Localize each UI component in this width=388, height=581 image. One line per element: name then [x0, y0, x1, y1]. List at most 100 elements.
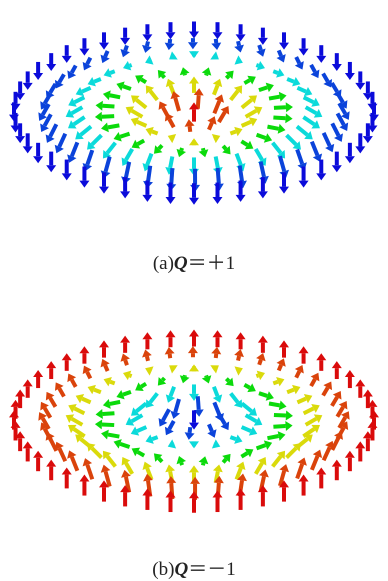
arrow-head	[316, 173, 326, 180]
spin-arrow	[257, 133, 273, 142]
spin-arrow	[256, 61, 265, 70]
spin-arrow	[269, 92, 287, 102]
arrow-shaft	[323, 388, 328, 396]
spin-arrow	[267, 431, 285, 441]
arrow-head	[166, 32, 176, 39]
arrow-head	[103, 399, 111, 409]
arrow-head	[33, 451, 43, 458]
arrow-shaft	[175, 98, 179, 111]
spin-arrow	[120, 45, 129, 57]
spin-arrow	[244, 76, 255, 85]
spin-arrow	[332, 152, 342, 173]
arrow-head	[142, 45, 152, 53]
spin-arrow	[273, 113, 292, 123]
spin-arrow	[126, 106, 143, 116]
arrow-shaft	[198, 396, 199, 410]
arrow-head	[285, 421, 292, 431]
arrow-head	[234, 55, 242, 64]
arrow-head	[62, 173, 72, 180]
arrow-head	[188, 346, 198, 353]
arrow-head	[212, 197, 222, 204]
spin-arrow	[126, 415, 143, 425]
caption-a: (a)Q＝＋1	[153, 253, 235, 274]
spin-arrow	[234, 41, 244, 52]
arrow-shaft	[214, 402, 219, 415]
arrow-shaft	[223, 146, 226, 149]
arrow-shaft	[87, 150, 92, 165]
arrow-head	[210, 51, 219, 59]
spin-arrow	[166, 330, 176, 347]
arrow-head	[169, 365, 178, 373]
spin-arrow	[116, 390, 130, 399]
arrow-shaft	[242, 403, 252, 411]
arrow-head	[236, 195, 246, 202]
arrow-shaft	[226, 379, 228, 381]
arrow-head	[142, 195, 152, 202]
spin-arrow	[210, 51, 219, 59]
spin-arrow	[67, 374, 76, 387]
arrow-shaft	[267, 127, 278, 129]
spin-arrow	[199, 148, 209, 157]
spin-arrow	[246, 106, 263, 116]
arrow-head	[62, 56, 72, 63]
spin-arrow	[225, 71, 233, 80]
arrow-head	[355, 441, 365, 448]
arrow-shaft	[171, 168, 172, 184]
arrow-shaft	[152, 437, 158, 439]
arrow-head	[236, 488, 246, 495]
arrow-shaft	[59, 74, 64, 82]
arrow-shaft	[130, 65, 132, 66]
arrow-shaft	[238, 356, 239, 361]
arrow-head	[345, 156, 355, 163]
arrow-shaft	[123, 86, 131, 89]
arrow-shaft	[257, 445, 266, 448]
arrow-head	[279, 92, 287, 102]
arrow-shaft	[297, 149, 302, 163]
spin-arrow	[46, 392, 56, 407]
arrow-head	[189, 465, 199, 472]
spin-arrow	[188, 38, 198, 49]
arrow-head	[332, 165, 342, 172]
arrow-shaft	[297, 88, 306, 92]
arrow-head	[120, 336, 130, 343]
arrow-shaft	[242, 122, 251, 126]
arrow-head	[212, 32, 222, 39]
arrow-head	[211, 43, 221, 51]
spin-arrow	[114, 132, 130, 141]
spin-arrow	[177, 148, 186, 157]
spin-arrow	[79, 475, 89, 496]
spin-arrow	[246, 415, 263, 425]
spin-arrow	[256, 353, 265, 365]
spin-arrow	[68, 97, 84, 106]
spin-arrow	[158, 377, 166, 386]
spin-arrow	[219, 414, 229, 430]
spin-arrow	[132, 448, 145, 457]
skyrmion-panel-b	[9, 330, 379, 513]
arrow-shaft	[242, 100, 252, 108]
spin-arrow	[158, 70, 166, 79]
spin-arrow	[146, 434, 158, 443]
arrow-shaft	[147, 356, 148, 361]
arrow-shaft	[170, 354, 171, 358]
arrow-shaft	[241, 453, 247, 457]
spin-arrow	[199, 456, 209, 465]
arrow-head	[142, 349, 152, 357]
spin-arrow	[324, 441, 335, 460]
spin-arrow	[273, 143, 285, 159]
arrow-shaft	[214, 85, 218, 94]
spin-arrow	[277, 50, 286, 62]
arrow-shaft	[287, 390, 294, 393]
spin-arrow	[234, 349, 244, 360]
arrow-shaft	[226, 76, 228, 78]
spin-arrow	[207, 424, 216, 437]
spin-arrow	[212, 439, 220, 448]
arrow-head	[79, 181, 89, 188]
spin-arrow	[207, 116, 216, 129]
arrow-shaft	[148, 166, 150, 182]
spin-arrow	[257, 440, 273, 449]
arrow-shaft	[108, 435, 119, 437]
arrow-head	[46, 165, 56, 172]
arrow-shaft	[110, 382, 115, 384]
arrow-shaft	[259, 393, 267, 396]
spin-arrow	[259, 83, 274, 92]
